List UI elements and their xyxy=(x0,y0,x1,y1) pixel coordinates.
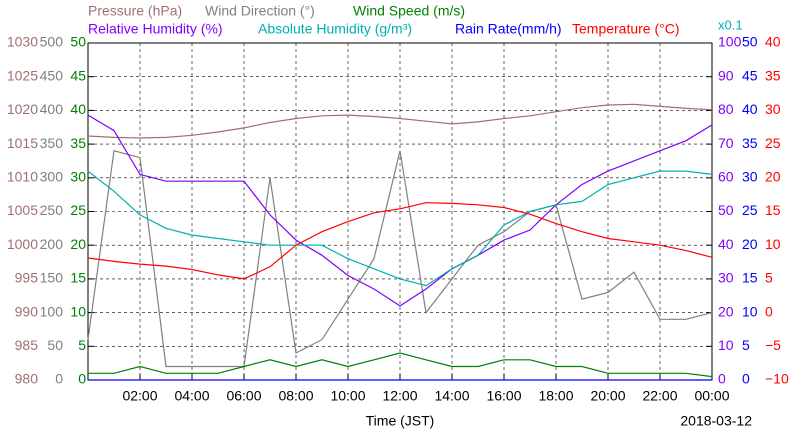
y-tick-label: 30 xyxy=(765,101,781,117)
y-tick-label: 300 xyxy=(40,169,64,185)
y-tick-label: 1005 xyxy=(7,202,38,218)
y-tick-label: 985 xyxy=(15,337,39,353)
y-tick-label: 400 xyxy=(40,101,64,117)
x-tick-label: 06:00 xyxy=(226,388,261,404)
y-tick-label: 15 xyxy=(765,202,781,218)
series-line xyxy=(88,352,713,378)
y-tick-label: 25 xyxy=(742,202,758,218)
x-axis-label: Time (JST) xyxy=(366,413,435,429)
x-tick-label: 08:00 xyxy=(278,388,313,404)
legend-entry: Relative Humidity (%) xyxy=(88,21,223,37)
x-tick-label: 04:00 xyxy=(174,388,209,404)
y-tick-label: 1030 xyxy=(7,34,38,50)
y-tick-label: 1020 xyxy=(7,101,38,117)
x-tick-label: 14:00 xyxy=(434,388,469,404)
y-tick-label: 100 xyxy=(718,34,742,50)
x-tick-label: 16:00 xyxy=(486,388,521,404)
legend-entry: Wind Direction (°) xyxy=(205,3,315,19)
y-tick-label: 5 xyxy=(78,337,86,353)
legend-entry: Absolute Humidity (g/m³) xyxy=(258,21,412,37)
y-tick-label: 70 xyxy=(718,135,734,151)
y-tick-label: 50 xyxy=(70,34,86,50)
y-tick-label: 150 xyxy=(40,270,64,286)
y-tick-label: 35 xyxy=(765,67,781,83)
y-tick-label: 1025 xyxy=(7,67,38,83)
annotation: x0.1 xyxy=(718,17,743,32)
y-tick-label: 30 xyxy=(742,169,758,185)
series-line xyxy=(87,170,713,287)
x-tick-label: 10:00 xyxy=(330,388,365,404)
x-tick-label: 22:00 xyxy=(642,388,677,404)
y-tick-label: 10 xyxy=(765,236,781,252)
y-tick-label: 990 xyxy=(15,303,39,319)
series-line xyxy=(87,150,713,368)
y-tick-label: 5 xyxy=(765,270,773,286)
y-tick-label: 0 xyxy=(55,371,63,387)
y-tick-label: 80 xyxy=(718,101,734,117)
y-tick-label: 35 xyxy=(742,135,758,151)
series-line xyxy=(87,103,713,139)
y-tick-label: 60 xyxy=(718,169,734,185)
y-tick-label: 0 xyxy=(78,371,86,387)
y-tick-label: 20 xyxy=(765,169,781,185)
y-tick-label: −10 xyxy=(765,371,789,387)
series-line xyxy=(87,114,713,307)
y-tick-label: 40 xyxy=(718,236,734,252)
y-tick-label: 250 xyxy=(40,202,64,218)
y-tick-label: 200 xyxy=(40,236,64,252)
y-tick-label: 40 xyxy=(742,101,758,117)
y-tick-label: 500 xyxy=(40,34,64,50)
y-tick-label: 20 xyxy=(718,303,734,319)
y-tick-label: 15 xyxy=(742,270,758,286)
y-tick-label: 40 xyxy=(765,34,781,50)
y-tick-label: −5 xyxy=(765,337,781,353)
y-tick-label: 40 xyxy=(70,101,86,117)
y-tick-label: 1000 xyxy=(7,236,38,252)
date-label: 2018-03-12 xyxy=(680,413,752,429)
y-tick-label: 30 xyxy=(70,169,86,185)
y-tick-label: 25 xyxy=(70,202,86,218)
x-tick-label: 18:00 xyxy=(538,388,573,404)
x-tick-label: 00:00 xyxy=(694,388,729,404)
y-tick-label: 0 xyxy=(742,371,750,387)
y-tick-label: 1015 xyxy=(7,135,38,151)
y-tick-label: 10 xyxy=(742,303,758,319)
y-tick-label: 350 xyxy=(40,135,64,151)
y-tick-label: 995 xyxy=(15,270,39,286)
y-tick-label: 980 xyxy=(15,371,39,387)
y-tick-label: 20 xyxy=(742,236,758,252)
y-tick-label: 450 xyxy=(40,67,64,83)
legend-entry: Pressure (hPa) xyxy=(88,3,182,19)
y-tick-label: 10 xyxy=(70,303,86,319)
y-tick-label: 45 xyxy=(70,67,86,83)
y-tick-label: 50 xyxy=(718,202,734,218)
y-tick-label: 50 xyxy=(47,337,63,353)
x-tick-label: 20:00 xyxy=(590,388,625,404)
y-tick-label: 0 xyxy=(765,303,773,319)
y-tick-label: 20 xyxy=(70,236,86,252)
x-tick-label: 12:00 xyxy=(382,388,417,404)
y-tick-label: 30 xyxy=(718,270,734,286)
y-tick-label: 35 xyxy=(70,135,86,151)
y-tick-label: 90 xyxy=(718,67,734,83)
y-tick-label: 5 xyxy=(742,337,750,353)
series-line xyxy=(87,202,713,280)
x-tick-label: 02:00 xyxy=(122,388,157,404)
y-tick-label: 1010 xyxy=(7,169,38,185)
y-tick-label: 45 xyxy=(742,67,758,83)
y-tick-label: 100 xyxy=(40,303,64,319)
legend-entry: Temperature (°C) xyxy=(572,21,680,37)
y-tick-label: 25 xyxy=(765,135,781,151)
y-tick-label: 0 xyxy=(718,371,726,387)
y-tick-label: 15 xyxy=(70,270,86,286)
legend-entry: Rain Rate(mm/h) xyxy=(455,21,562,37)
y-tick-label: 10 xyxy=(718,337,734,353)
y-tick-label: 50 xyxy=(742,34,758,50)
legend-entry: Wind Speed (m/s) xyxy=(353,3,465,19)
